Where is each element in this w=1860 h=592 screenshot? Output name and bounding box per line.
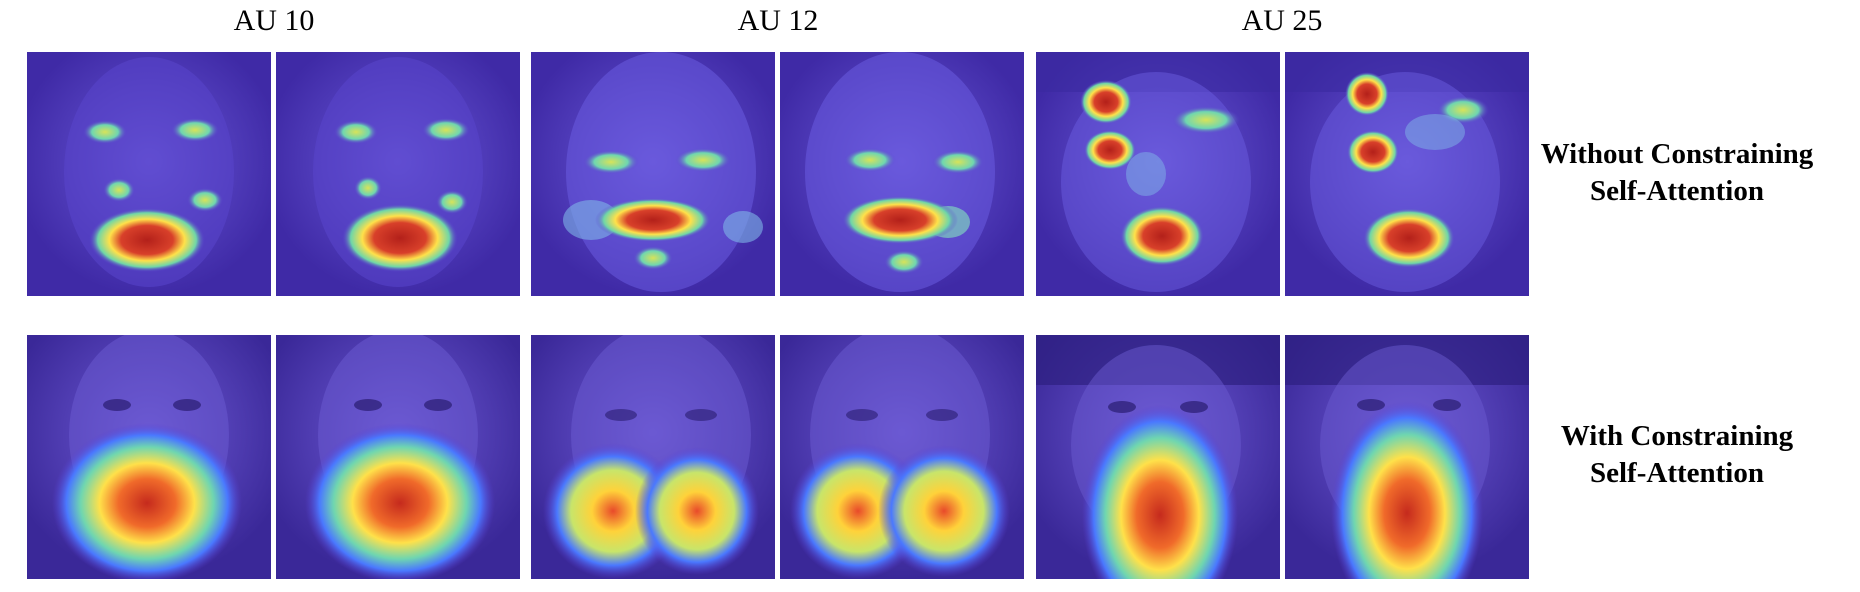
row-label-line: Self-Attention <box>1590 457 1764 489</box>
heatmap-au25-with-1 <box>1036 335 1280 579</box>
heatmap-au10-with-1 <box>27 335 271 579</box>
row-label-line: Self-Attention <box>1590 175 1764 207</box>
heatmap-au12-without-1 <box>531 52 775 296</box>
column-title-au25: AU 25 <box>1241 4 1323 37</box>
heatmap-au12-with-1 <box>531 335 775 579</box>
row-label-with-constraint: With Constraining Self-Attention <box>1507 418 1847 492</box>
heatmap-au25-without-2 <box>1285 52 1529 296</box>
row-label-line: With Constraining <box>1560 420 1794 452</box>
column-title-au10: AU 10 <box>233 4 315 37</box>
heatmap-au25-without-1 <box>1036 52 1280 296</box>
heatmap-au12-with-2 <box>780 335 1024 579</box>
heatmap-au10-without-2 <box>276 52 520 296</box>
heatmap-au25-with-2 <box>1285 335 1529 579</box>
column-title-au12: AU 12 <box>737 4 819 37</box>
heatmap-au12-without-2 <box>780 52 1024 296</box>
row-label-line: Without Constraining <box>1540 138 1814 170</box>
row-label-without-constraint: Without Constraining Self-Attention <box>1507 136 1847 210</box>
heatmap-au10-with-2 <box>276 335 520 579</box>
heatmap-au10-without-1 <box>27 52 271 296</box>
